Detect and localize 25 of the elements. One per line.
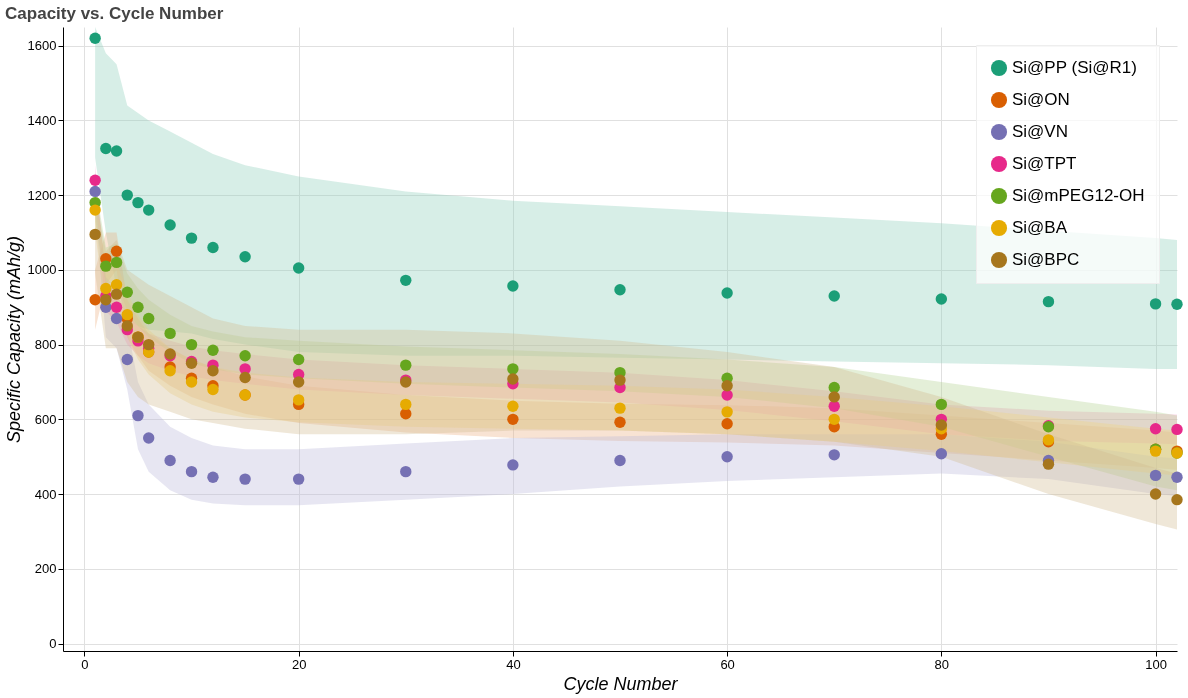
x-tick-label: 40 bbox=[506, 656, 521, 672]
x-tick-label: 0 bbox=[81, 656, 89, 672]
legend-label: Si@TPT bbox=[1012, 154, 1077, 173]
y-tick-label: 800 bbox=[34, 337, 57, 353]
y-tick-label: 600 bbox=[34, 411, 57, 427]
x-tick-label: 60 bbox=[720, 656, 735, 672]
y-tick-label: 1200 bbox=[27, 187, 57, 203]
y-axis-title: Specific Capacity (mAh/g) bbox=[3, 235, 24, 444]
legend-label: Si@ON bbox=[1012, 90, 1070, 109]
legend-label: Si@VN bbox=[1012, 122, 1068, 141]
y-tick-label: 1400 bbox=[27, 112, 57, 128]
x-tick-label: 100 bbox=[1145, 656, 1167, 672]
legend-label: Si@mPEG12-OH bbox=[1012, 186, 1145, 205]
legend-label: Si@PP (Si@R1) bbox=[1012, 58, 1137, 77]
y-tick-label: 400 bbox=[34, 486, 57, 502]
x-tick-label: 20 bbox=[291, 656, 307, 672]
legend-label: Si@BA bbox=[1012, 218, 1068, 237]
y-tick-label: 0 bbox=[49, 636, 57, 652]
x-tick-label: 80 bbox=[934, 656, 950, 672]
y-tick-label: 1600 bbox=[27, 38, 57, 54]
x-axis-title: Cycle Number bbox=[563, 673, 679, 694]
y-tick-label: 1000 bbox=[27, 262, 57, 278]
y-tick-label: 200 bbox=[34, 561, 57, 577]
legend-label: Si@BPC bbox=[1012, 250, 1080, 269]
chart-title: Capacity vs. Cycle Number bbox=[5, 4, 224, 23]
